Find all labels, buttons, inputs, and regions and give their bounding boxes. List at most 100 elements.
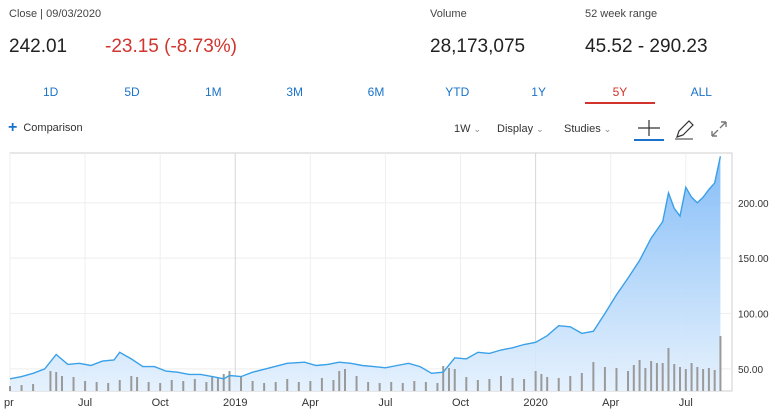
display-dropdown[interactable]: Display ⌄ bbox=[497, 123, 544, 135]
volume-bar bbox=[511, 378, 514, 391]
tab-5y[interactable]: 5Y bbox=[579, 82, 660, 104]
volume-bar bbox=[211, 376, 214, 391]
volume-bar bbox=[690, 363, 693, 391]
volume-bar bbox=[679, 367, 682, 391]
volume-bar bbox=[707, 368, 710, 391]
volume-bar bbox=[534, 371, 537, 391]
x-tick-label: 2020 bbox=[523, 397, 547, 409]
tab-1m[interactable]: 1M bbox=[204, 85, 222, 99]
x-tick-label: Oct bbox=[152, 397, 169, 409]
volume-bar bbox=[442, 366, 445, 391]
x-tick-label: Apr bbox=[602, 397, 619, 409]
volume-bar bbox=[684, 369, 687, 391]
volume-bar bbox=[615, 368, 618, 391]
volume-bar bbox=[447, 368, 450, 391]
x-tick-label: Apr bbox=[302, 397, 319, 409]
volume-bar bbox=[603, 367, 606, 391]
tab-3m[interactable]: 3M bbox=[286, 85, 303, 99]
volume-bar bbox=[702, 369, 705, 391]
volume-value: 28,173,075 bbox=[430, 36, 526, 57]
volume-bar bbox=[523, 379, 526, 391]
y-tick-label: 150.00 bbox=[738, 254, 769, 265]
volume-bar bbox=[453, 369, 456, 391]
volume-bar bbox=[355, 376, 358, 391]
volume-bar bbox=[286, 379, 289, 391]
volume-bar bbox=[540, 374, 543, 391]
tab-all[interactable]: ALL bbox=[690, 85, 712, 99]
volume-bar bbox=[569, 376, 572, 391]
volume-bar bbox=[222, 374, 225, 391]
volume-bar bbox=[644, 368, 647, 391]
price-chart[interactable]: 50.00 100.00 150.00 200.00 pr Jul Oct 2019 Apr J… bbox=[0, 150, 773, 416]
volume-bar bbox=[546, 377, 549, 391]
volume-bar bbox=[367, 382, 370, 391]
x-axis: pr Jul Oct 2019 Apr Jul Oct 2020 Apr Jul bbox=[4, 397, 693, 409]
price-area bbox=[10, 156, 721, 391]
volume-bar bbox=[424, 382, 427, 391]
interval-label: 1W bbox=[454, 123, 471, 135]
crosshair-icon[interactable] bbox=[632, 118, 666, 142]
volume-bar bbox=[320, 378, 323, 391]
volume-bar bbox=[84, 381, 87, 391]
volume-bar bbox=[488, 379, 491, 391]
draw-pencil-icon[interactable] bbox=[673, 118, 695, 142]
volume-bar bbox=[413, 381, 416, 391]
studies-label: Studies bbox=[564, 123, 601, 135]
volume-bar bbox=[274, 382, 277, 391]
volume-bar bbox=[627, 371, 630, 391]
comparison-label: Comparison bbox=[23, 122, 83, 134]
y-tick-label: 100.00 bbox=[738, 310, 769, 321]
volume-bar bbox=[147, 382, 150, 391]
expand-icon[interactable] bbox=[708, 118, 730, 142]
range-tabs: 1D 5D 1M 3M 6M YTD 1Y 5Y ALL bbox=[10, 82, 742, 104]
volume-bar bbox=[297, 382, 300, 391]
volume-bar bbox=[655, 363, 658, 391]
volume-bar bbox=[136, 377, 139, 391]
volume-bar bbox=[159, 383, 162, 391]
range-label: 52 week range bbox=[585, 8, 658, 20]
volume-bar bbox=[72, 377, 75, 391]
tab-ytd[interactable]: YTD bbox=[445, 85, 470, 99]
volume-bar bbox=[499, 376, 502, 391]
volume-bar bbox=[170, 380, 173, 391]
volume-bar bbox=[251, 381, 254, 391]
volume-bar bbox=[667, 348, 670, 391]
volume-bar bbox=[240, 376, 243, 391]
chart-toolbar: + Comparison 1W ⌄ Display ⌄ Studies ⌄ bbox=[8, 118, 765, 144]
volume-bar bbox=[378, 383, 381, 391]
volume-bar bbox=[650, 361, 653, 391]
studies-dropdown[interactable]: Studies ⌄ bbox=[564, 123, 611, 135]
volume-bar bbox=[661, 363, 664, 391]
volume-bar bbox=[20, 385, 23, 391]
volume-bar bbox=[719, 336, 722, 391]
x-tick-label: 2019 bbox=[223, 397, 247, 409]
volume-bar bbox=[49, 371, 52, 391]
tab-1d[interactable]: 1D bbox=[42, 85, 59, 99]
interval-dropdown[interactable]: 1W ⌄ bbox=[454, 123, 481, 135]
volume-bar bbox=[9, 386, 11, 391]
volume-bar bbox=[309, 381, 312, 391]
chevron-down-icon: ⌄ bbox=[536, 124, 544, 134]
comparison-button[interactable]: + Comparison bbox=[8, 120, 83, 136]
volume-bar bbox=[390, 382, 393, 391]
volume-bar bbox=[436, 383, 439, 391]
tab-5d[interactable]: 5D bbox=[124, 85, 140, 99]
volume-bar bbox=[332, 380, 335, 391]
tab-6m[interactable]: 6M bbox=[367, 85, 385, 99]
volume-bar bbox=[465, 377, 468, 391]
display-label: Display bbox=[497, 123, 534, 135]
volume-bar bbox=[580, 373, 583, 391]
x-tick-label: Jul bbox=[679, 397, 693, 409]
tab-1y[interactable]: 1Y bbox=[531, 85, 546, 99]
x-tick-label: pr bbox=[4, 397, 14, 409]
x-tick-label: Jul bbox=[78, 397, 92, 409]
volume-bar bbox=[557, 378, 560, 391]
chevron-down-icon: ⌄ bbox=[603, 124, 612, 134]
y-axis: 50.00 100.00 150.00 200.00 bbox=[738, 199, 769, 376]
x-tick-label: Jul bbox=[378, 397, 392, 409]
volume-bar bbox=[401, 383, 404, 391]
volume-bar bbox=[673, 364, 676, 391]
volume-bar bbox=[193, 379, 196, 391]
price-line bbox=[9, 156, 722, 380]
volume-bar bbox=[713, 370, 716, 391]
